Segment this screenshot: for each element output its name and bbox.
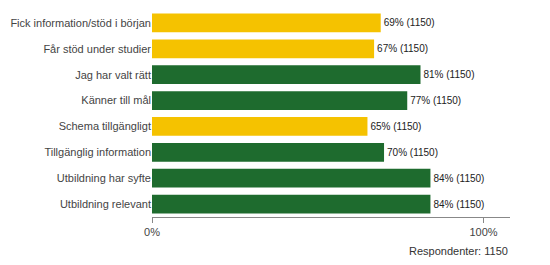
svg-text:Utbildning relevant: Utbildning relevant (60, 198, 151, 210)
svg-text:65% (1150): 65% (1150) (370, 121, 421, 132)
svg-text:70% (1150): 70% (1150) (387, 147, 438, 158)
svg-text:Respondenter: 1150: Respondenter: 1150 (409, 245, 508, 257)
svg-text:Tillgänglig information: Tillgänglig information (44, 146, 151, 158)
svg-text:100%: 100% (469, 226, 497, 238)
svg-text:69% (1150): 69% (1150) (384, 17, 435, 28)
svg-text:Fick information/stöd i början: Fick information/stöd i början (10, 17, 151, 29)
svg-text:Utbildning har syfte: Utbildning har syfte (57, 172, 151, 184)
svg-text:Känner till mål: Känner till mål (81, 94, 151, 106)
svg-text:84% (1150): 84% (1150) (433, 199, 484, 210)
svg-text:Får stöd under studier: Får stöd under studier (43, 43, 151, 55)
svg-text:Schema tillgängligt: Schema tillgängligt (59, 120, 151, 132)
svg-text:84% (1150): 84% (1150) (433, 173, 484, 184)
svg-text:81% (1150): 81% (1150) (424, 69, 475, 80)
svg-text:Jag har valt rätt: Jag har valt rätt (75, 69, 151, 81)
svg-text:0%: 0% (144, 226, 160, 238)
svg-text:67% (1150): 67% (1150) (377, 43, 428, 54)
svg-text:77% (1150): 77% (1150) (410, 95, 461, 106)
